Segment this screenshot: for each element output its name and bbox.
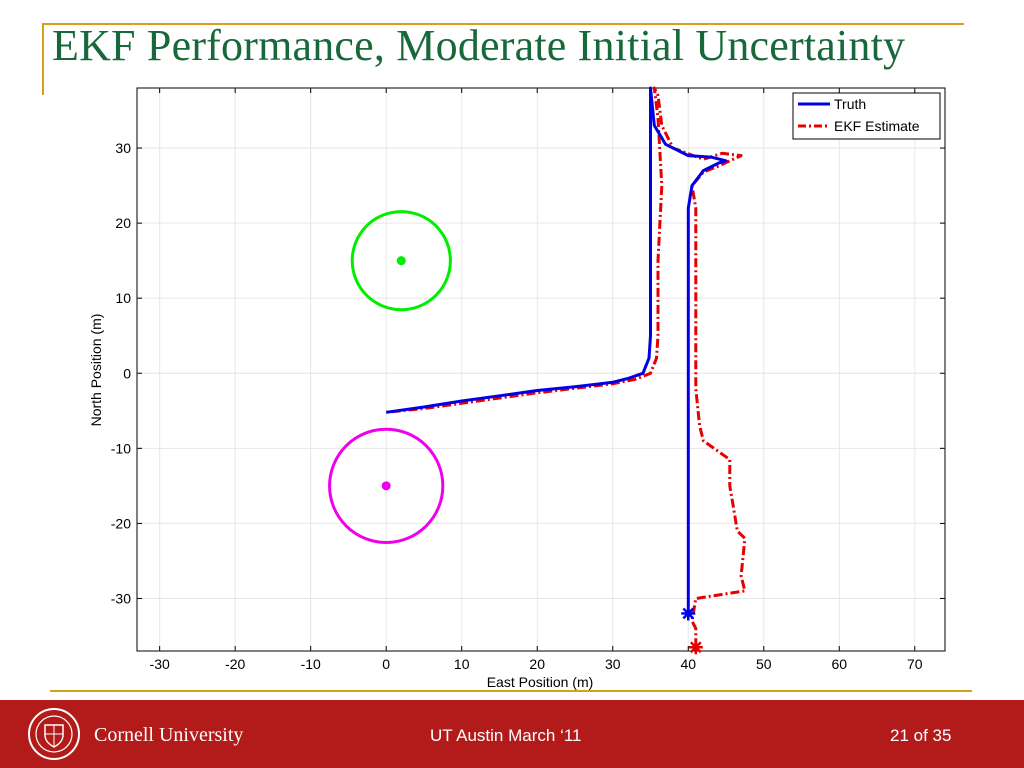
landmarks [328, 210, 452, 544]
legend: Truth EKF Estimate [792, 92, 941, 140]
asterisk-marker [681, 606, 696, 621]
title-rule [42, 23, 964, 25]
y-tick-label: 30 [115, 140, 131, 156]
cornell-seal-icon [28, 708, 80, 760]
trajectory-plot: -30 -20 -10 0 10 20 30 40 50 60 70 -30 -20 -10 0 10 20 30… [88, 86, 946, 690]
asterisk-stroke [682, 607, 695, 620]
slide-title: EKF Performance, Moderate Initial Uncert… [52, 21, 906, 70]
footer-organization: Cornell University [94, 724, 244, 746]
legend-label-truth: Truth [834, 96, 866, 112]
y-tick-label: -30 [111, 590, 131, 606]
y-tick-label: 0 [123, 365, 131, 381]
asterisk-stroke [689, 641, 702, 654]
x-tick-label: -10 [301, 656, 321, 672]
x-tick-label: 0 [382, 656, 390, 672]
x-tick-label: 20 [529, 656, 545, 672]
landmark-uncertainty-circle [350, 210, 452, 312]
end-markers [681, 606, 703, 655]
y-tick-label: -10 [111, 440, 131, 456]
landmark-point [381, 481, 391, 491]
page-number: 21 of 35 [890, 726, 952, 745]
y-tick-label: 20 [115, 215, 131, 231]
legend-box [792, 92, 941, 140]
asterisk-marker [688, 640, 703, 655]
x-tick-label: 40 [680, 656, 696, 672]
footer-rule [50, 690, 972, 692]
y-tick-label: -20 [111, 515, 131, 531]
title-rule-vertical [42, 23, 44, 95]
y-axis-label: North Position (m) [88, 314, 104, 427]
x-tick-label: 50 [756, 656, 772, 672]
landmark-point [396, 256, 406, 266]
x-tick-label: 10 [454, 656, 470, 672]
series-lines [385, 86, 747, 648]
x-tick-label: 60 [831, 656, 847, 672]
x-tick-label: -30 [150, 656, 170, 672]
plot-area [136, 87, 946, 652]
axis-ticks: -30 -20 -10 0 10 20 30 40 50 60 70 -30 -20 -10 0 10 20 30 [111, 88, 945, 672]
series-line-ekf-estimate [386, 86, 747, 648]
footer-event: UT Austin March ‘11 [430, 726, 582, 745]
legend-label-ekf: EKF Estimate [834, 118, 920, 134]
x-tick-label: 30 [605, 656, 621, 672]
landmark-uncertainty-circle [328, 427, 445, 544]
x-axis-label: East Position (m) [487, 674, 594, 690]
y-tick-label: 10 [115, 290, 131, 306]
x-tick-label: -20 [225, 656, 245, 672]
footer-bar: Cornell University UT Austin March ‘11 2… [0, 700, 1024, 768]
series-line-truth [385, 86, 728, 614]
x-tick-label: 70 [907, 656, 923, 672]
